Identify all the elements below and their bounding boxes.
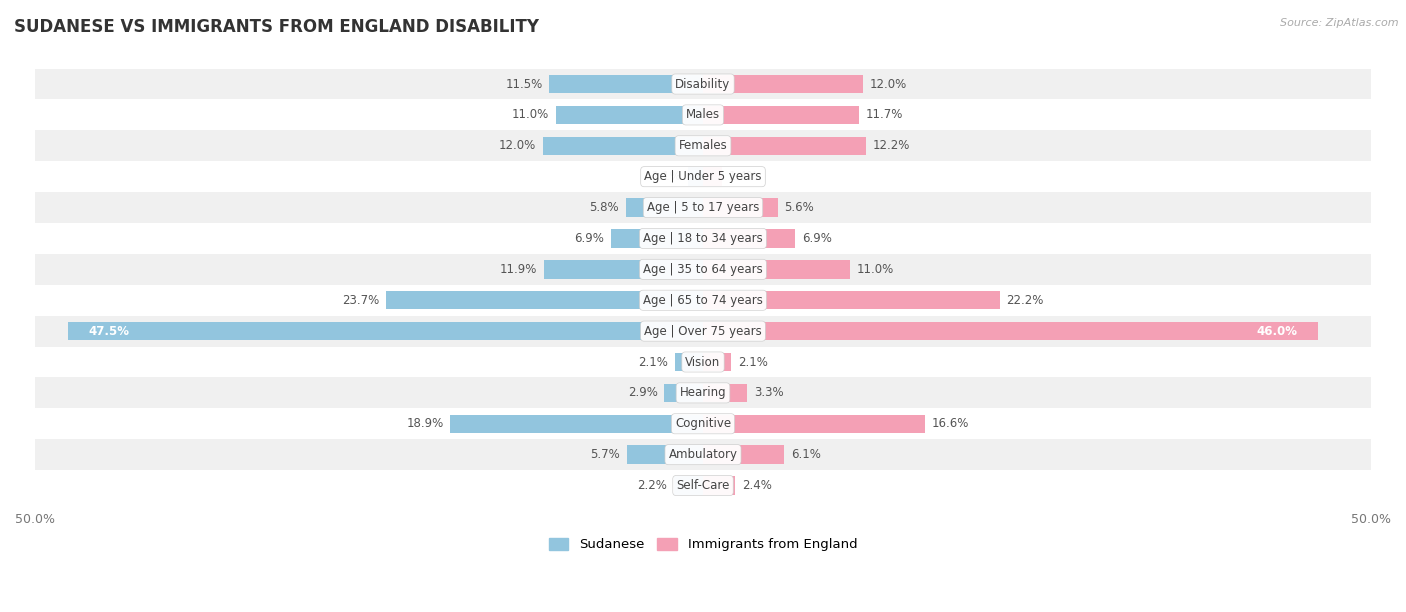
Bar xyxy=(610,230,703,248)
Text: 1.1%: 1.1% xyxy=(652,170,682,183)
Bar xyxy=(550,75,703,93)
Text: 2.9%: 2.9% xyxy=(627,386,658,400)
Text: 12.2%: 12.2% xyxy=(873,140,910,152)
Text: Ambulatory: Ambulatory xyxy=(668,448,738,461)
Bar xyxy=(543,136,703,155)
Bar xyxy=(703,446,785,464)
Text: 2.4%: 2.4% xyxy=(742,479,772,492)
Text: 5.8%: 5.8% xyxy=(589,201,619,214)
Text: Disability: Disability xyxy=(675,78,731,91)
Text: 12.0%: 12.0% xyxy=(499,140,536,152)
Bar xyxy=(35,378,1371,408)
Text: 1.4%: 1.4% xyxy=(728,170,758,183)
Text: Age | 18 to 34 years: Age | 18 to 34 years xyxy=(643,232,763,245)
Bar xyxy=(703,168,721,186)
Bar xyxy=(35,100,1371,130)
Text: 16.6%: 16.6% xyxy=(931,417,969,430)
Text: 2.2%: 2.2% xyxy=(637,479,666,492)
Text: 5.7%: 5.7% xyxy=(591,448,620,461)
Bar xyxy=(35,161,1371,192)
Bar xyxy=(35,130,1371,161)
Text: Females: Females xyxy=(679,140,727,152)
Bar xyxy=(703,260,851,278)
Text: Source: ZipAtlas.com: Source: ZipAtlas.com xyxy=(1281,18,1399,28)
Bar xyxy=(703,106,859,124)
Bar xyxy=(675,353,703,371)
Bar xyxy=(35,346,1371,378)
Bar xyxy=(35,470,1371,501)
Text: 11.0%: 11.0% xyxy=(512,108,550,121)
Bar xyxy=(703,291,1000,310)
Text: Age | 65 to 74 years: Age | 65 to 74 years xyxy=(643,294,763,307)
Bar xyxy=(673,476,703,495)
Bar xyxy=(555,106,703,124)
Text: 23.7%: 23.7% xyxy=(343,294,380,307)
Bar xyxy=(627,446,703,464)
Bar xyxy=(35,69,1371,100)
Text: 46.0%: 46.0% xyxy=(1257,324,1298,338)
Bar xyxy=(703,414,925,433)
Bar xyxy=(703,230,796,248)
Bar xyxy=(450,414,703,433)
Bar xyxy=(35,285,1371,316)
Text: 11.5%: 11.5% xyxy=(505,78,543,91)
Text: 6.1%: 6.1% xyxy=(792,448,821,461)
Bar xyxy=(703,322,1317,340)
Bar xyxy=(35,223,1371,254)
Text: Age | 5 to 17 years: Age | 5 to 17 years xyxy=(647,201,759,214)
Text: 11.7%: 11.7% xyxy=(866,108,904,121)
Bar xyxy=(35,439,1371,470)
Text: 5.6%: 5.6% xyxy=(785,201,814,214)
Bar xyxy=(689,168,703,186)
Bar xyxy=(703,476,735,495)
Bar xyxy=(69,322,703,340)
Text: Males: Males xyxy=(686,108,720,121)
Text: 2.1%: 2.1% xyxy=(738,356,768,368)
Bar xyxy=(626,198,703,217)
Bar xyxy=(35,316,1371,346)
Bar xyxy=(544,260,703,278)
Text: 6.9%: 6.9% xyxy=(574,232,605,245)
Text: 47.5%: 47.5% xyxy=(89,324,129,338)
Bar xyxy=(703,136,866,155)
Text: 11.0%: 11.0% xyxy=(856,263,894,276)
Bar xyxy=(664,384,703,402)
Bar xyxy=(703,75,863,93)
Text: Hearing: Hearing xyxy=(679,386,727,400)
Bar xyxy=(387,291,703,310)
Text: SUDANESE VS IMMIGRANTS FROM ENGLAND DISABILITY: SUDANESE VS IMMIGRANTS FROM ENGLAND DISA… xyxy=(14,18,538,36)
Text: Self-Care: Self-Care xyxy=(676,479,730,492)
Text: 3.3%: 3.3% xyxy=(754,386,783,400)
Text: Age | 35 to 64 years: Age | 35 to 64 years xyxy=(643,263,763,276)
Text: Age | Over 75 years: Age | Over 75 years xyxy=(644,324,762,338)
Text: 18.9%: 18.9% xyxy=(406,417,444,430)
Bar xyxy=(35,254,1371,285)
Text: Vision: Vision xyxy=(685,356,721,368)
Text: 11.9%: 11.9% xyxy=(501,263,537,276)
Text: 2.1%: 2.1% xyxy=(638,356,668,368)
Bar xyxy=(703,384,747,402)
Legend: Sudanese, Immigrants from England: Sudanese, Immigrants from England xyxy=(543,532,863,556)
Bar xyxy=(35,192,1371,223)
Bar xyxy=(703,198,778,217)
Text: Age | Under 5 years: Age | Under 5 years xyxy=(644,170,762,183)
Text: Cognitive: Cognitive xyxy=(675,417,731,430)
Bar xyxy=(703,353,731,371)
Text: 12.0%: 12.0% xyxy=(870,78,907,91)
Text: 6.9%: 6.9% xyxy=(801,232,832,245)
Text: 22.2%: 22.2% xyxy=(1007,294,1043,307)
Bar xyxy=(35,408,1371,439)
